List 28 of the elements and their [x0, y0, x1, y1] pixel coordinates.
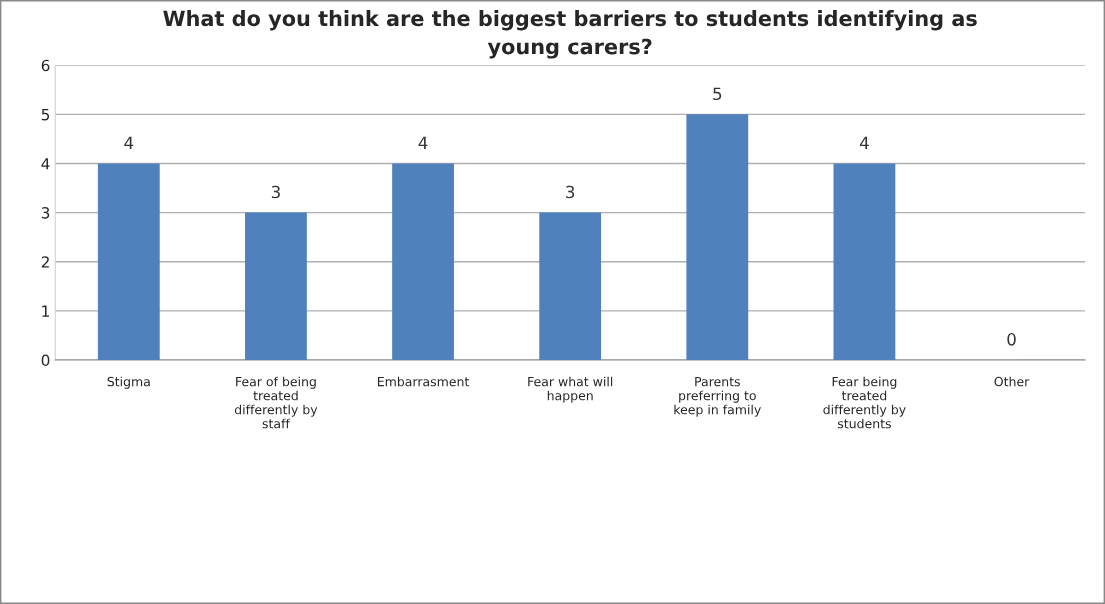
x-tick-label: Embarrasment [377, 376, 470, 387]
chart-title: What do you think are the biggest barriers to students identifying as young carers? [163, 10, 977, 59]
data-label: 0 [1007, 333, 1016, 346]
x-tick-label: Fear what will happen [528, 376, 613, 403]
data-label: 4 [124, 136, 134, 149]
x-tick-label: Fear being treated differently by students [823, 376, 906, 429]
bar [686, 114, 749, 360]
y-tick-label: 0 [41, 354, 50, 367]
data-label: 4 [418, 136, 428, 149]
y-tick-label: 4 [41, 158, 50, 170]
x-tick-label: Fear of being treated differently by staff [234, 376, 318, 429]
y-tick-label: 3 [41, 207, 50, 219]
bar [539, 212, 602, 360]
x-tick-label: Stigma [107, 376, 150, 389]
bar [97, 163, 160, 360]
y-tick-label: 1 [42, 305, 49, 317]
y-tick-label: 6 [41, 59, 50, 72]
data-label: 5 [713, 87, 722, 101]
bar [392, 163, 454, 360]
data-label: 4 [859, 136, 869, 149]
y-tick-label: 2 [41, 256, 49, 268]
x-tick-label: Other [994, 376, 1030, 387]
bar [245, 212, 307, 360]
bar [833, 163, 896, 360]
x-tick-label: Parents preferring to keep in family [674, 377, 761, 417]
y-tick-label: 5 [41, 109, 50, 121]
data-label: 3 [271, 185, 280, 199]
data-label: 3 [566, 185, 575, 199]
